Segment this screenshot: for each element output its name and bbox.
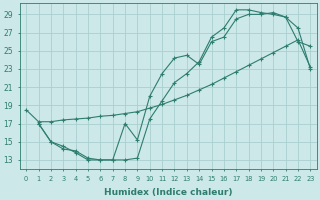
X-axis label: Humidex (Indice chaleur): Humidex (Indice chaleur) <box>104 188 233 197</box>
